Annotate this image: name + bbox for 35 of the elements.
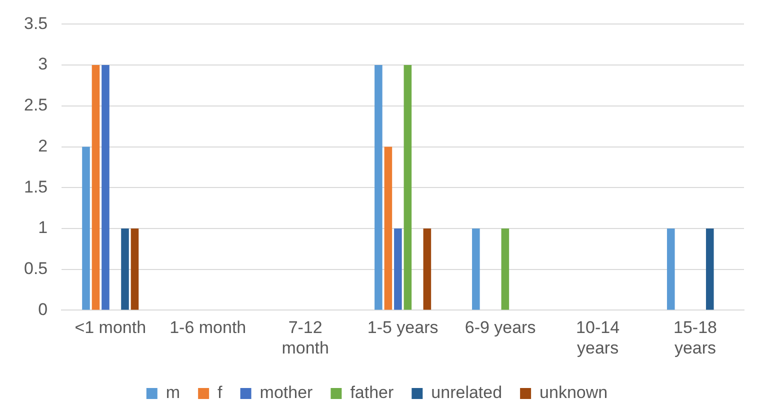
- bar: [82, 146, 90, 310]
- bar: [666, 228, 675, 310]
- bar: [130, 228, 139, 310]
- bar: [501, 228, 510, 310]
- x-tick-label: 1-6 month: [170, 318, 246, 338]
- x-tick-label: 6-9 years: [464, 318, 536, 338]
- y-tick-label: 3: [38, 54, 48, 74]
- bar: [102, 65, 110, 310]
- x-tick-label: 15-18 years: [674, 318, 717, 358]
- x-tick-label: 10-14 years: [576, 318, 620, 358]
- y-tick-label: 0: [38, 300, 48, 319]
- x-tick-label: <1 month: [74, 318, 146, 338]
- bar: [404, 65, 412, 310]
- bar: [706, 228, 714, 310]
- legend-label: father: [350, 383, 394, 402]
- y-tick-label: 1.5: [24, 177, 48, 196]
- bar: [423, 228, 432, 310]
- y-tick-label: 3.5: [24, 14, 48, 33]
- legend-label: mother: [260, 383, 314, 402]
- legend-label: m: [166, 383, 180, 402]
- y-tick-label: 0.5: [24, 259, 48, 278]
- bar: [472, 228, 480, 310]
- bar: [92, 65, 100, 310]
- x-tick-label: 7-12 month: [282, 318, 329, 358]
- legend-label: f: [218, 383, 223, 402]
- bar: [394, 228, 402, 310]
- legend-label: unknown: [540, 383, 608, 402]
- y-tick-label: 2.5: [24, 96, 48, 115]
- x-tick-label: 1-5 years: [367, 318, 438, 338]
- bar: [384, 146, 392, 310]
- legend-label: unrelated: [431, 383, 502, 402]
- bar: [121, 228, 129, 310]
- y-tick-label: 1: [38, 218, 48, 238]
- bar: [374, 65, 382, 310]
- y-tick-label: 2: [38, 136, 48, 156]
